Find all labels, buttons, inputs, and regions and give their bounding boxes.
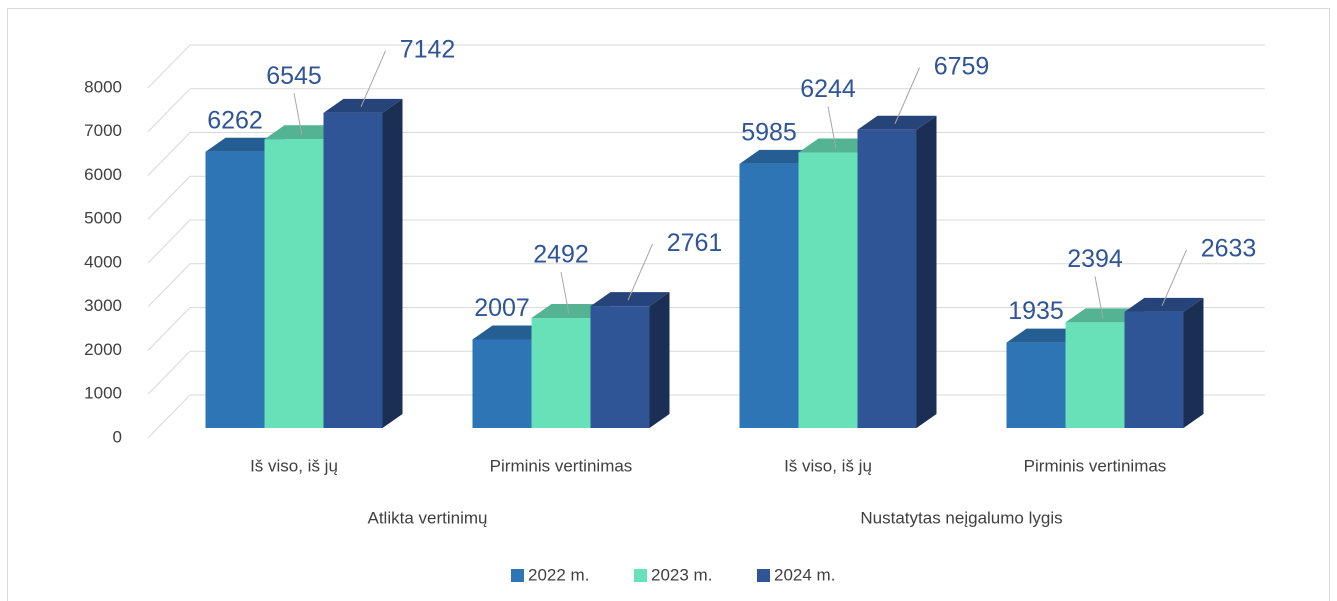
- y-tick-label: 3000: [84, 296, 122, 315]
- grid-line-side: [147, 219, 191, 264]
- legend-label: 2024 m.: [774, 565, 835, 584]
- bar: [1006, 342, 1066, 428]
- bar-side: [916, 115, 937, 428]
- y-tick-label: 5000: [84, 209, 122, 228]
- value-label: 6262: [207, 106, 263, 134]
- y-tick-label: 0: [113, 427, 122, 446]
- group-label: Nustatytas neįgalumo lygis: [860, 508, 1062, 527]
- value-label: 6759: [934, 52, 990, 80]
- value-label: 1935: [1008, 297, 1064, 325]
- grid-line-side: [147, 44, 191, 89]
- bar: [1124, 311, 1184, 428]
- grid-line-side: [147, 132, 191, 176]
- legend-label: 2023 m.: [651, 565, 712, 584]
- grid-line-side: [147, 350, 191, 395]
- value-label: 2761: [667, 229, 723, 257]
- value-label: 2394: [1067, 245, 1123, 273]
- legend-swatch: [511, 569, 524, 582]
- bar: [531, 318, 591, 428]
- y-tick-label: 7000: [84, 121, 122, 140]
- y-tick-label: 1000: [84, 384, 122, 403]
- grid-line-side: [147, 263, 191, 308]
- leader-line: [560, 271, 570, 315]
- x-tick-label: Iš viso, iš jų: [250, 456, 338, 475]
- leader-line: [1161, 249, 1187, 307]
- bar: [323, 112, 383, 428]
- leader-line: [1094, 276, 1104, 319]
- value-label: 2492: [533, 241, 589, 269]
- grid-line-side: [147, 394, 191, 439]
- leader-line: [293, 93, 303, 136]
- legend-swatch: [634, 569, 647, 582]
- value-label: 7142: [400, 35, 456, 63]
- bar: [205, 151, 265, 428]
- legend-label: 2022 m.: [528, 565, 589, 584]
- bar: [857, 129, 917, 428]
- bar-top: [590, 292, 670, 307]
- leader-line: [894, 67, 920, 124]
- grid-line-side: [147, 88, 191, 133]
- bar-top: [323, 98, 403, 113]
- leader-line: [827, 106, 837, 149]
- group-label: Atlikta vertinimų: [368, 508, 488, 527]
- x-tick-label: Pirminis vertinimas: [1024, 456, 1167, 475]
- value-label: 2633: [1201, 234, 1257, 262]
- bar: [739, 163, 799, 429]
- bar: [1065, 322, 1125, 428]
- value-label: 2007: [474, 294, 530, 322]
- bar-side: [382, 98, 403, 428]
- bar: [264, 139, 324, 428]
- y-tick-label: 4000: [84, 252, 122, 271]
- x-tick-label: Iš viso, iš jų: [784, 456, 872, 475]
- value-label: 6244: [800, 75, 856, 103]
- leader-line: [360, 50, 386, 108]
- value-label: 6545: [266, 62, 322, 90]
- leader-line: [627, 243, 653, 301]
- y-tick-label: 2000: [84, 340, 122, 359]
- bar-side: [1183, 297, 1204, 428]
- bar-top: [1124, 297, 1204, 312]
- bar: [590, 306, 650, 428]
- grid-line-side: [147, 175, 191, 220]
- value-label: 5985: [741, 119, 797, 147]
- y-tick-label: 6000: [84, 165, 122, 184]
- bar-side: [649, 292, 670, 428]
- y-tick-label: 8000: [84, 77, 122, 96]
- x-tick-label: Pirminis vertinimas: [490, 456, 633, 475]
- bar: [472, 339, 532, 428]
- bar: [798, 152, 858, 428]
- legend-swatch: [757, 569, 770, 582]
- bar-top: [857, 115, 937, 130]
- grid-line-side: [147, 307, 191, 351]
